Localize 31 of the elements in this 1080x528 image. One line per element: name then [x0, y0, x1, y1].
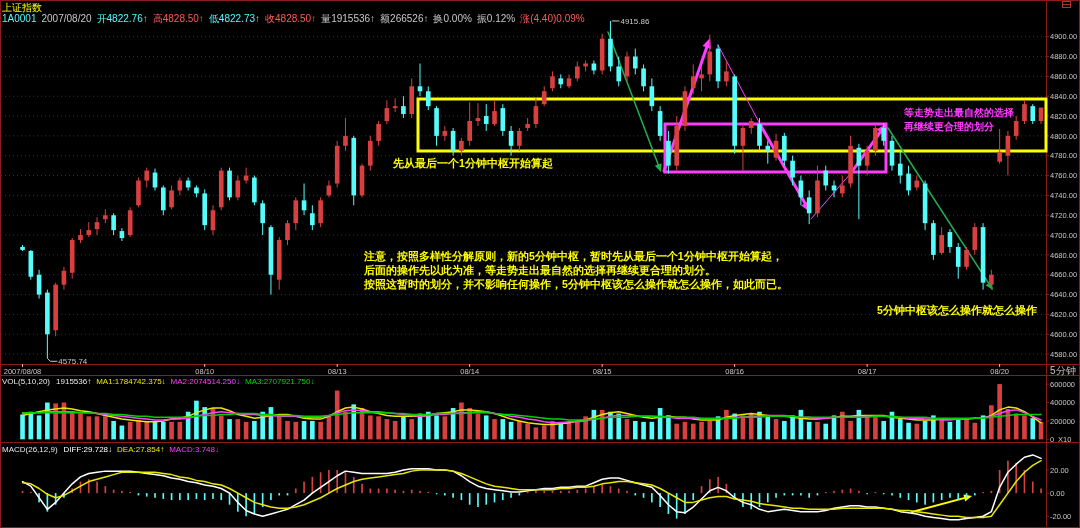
- annotation: 额266526↑: [380, 12, 429, 24]
- annotation: 再继续更合理的划分: [903, 121, 995, 132]
- annotation: 2007/08/20: [41, 12, 92, 24]
- annotation: 4915.86: [620, 16, 650, 26]
- annotation: 注意，按照多样性分解原则，新的5分钟中枢，暂时先从最后一个1分钟中枢开始算起，: [363, 250, 783, 263]
- annotation: 量1915536↑: [321, 12, 376, 24]
- chart-title: VOL(5,10,20): [2, 376, 51, 386]
- text: MA3:2707921.750↓: [244, 376, 315, 386]
- annotation: 先从最后一个1分钟中枢开始算起: [392, 157, 553, 169]
- annotation: 后面的操作先以此为准，等走势走出最自然的选择再继续更合理的划分。: [363, 264, 716, 277]
- annotation: 5分钟中枢该怎么操作就怎么操作: [877, 304, 1037, 316]
- chart-title: 上证指数: [2, 1, 42, 13]
- annotation: 4575.74: [58, 357, 88, 367]
- annotation: 涨(4.40)0.09%: [520, 12, 585, 24]
- annotation: 低4822.73↑: [208, 12, 261, 24]
- text: DEA:27.854↑: [117, 445, 165, 454]
- annotation: 1915536↑: [56, 376, 92, 386]
- text: MA2:2074514.250↓: [170, 376, 240, 386]
- annotation: 收4828.50↑: [265, 12, 317, 24]
- text: DIFF:29.728↓: [63, 445, 113, 454]
- annotation: 开4822.76↑: [96, 12, 148, 24]
- annotation: 高4828.50↑: [152, 12, 204, 24]
- annotation: 1A0001: [2, 12, 37, 24]
- annotation: 按照这暂时的划分，并不影响任何操作，5分钟中枢该怎么操作就怎么操作，如此而已。: [363, 278, 788, 291]
- annotation: 等走势走出最自然的选择: [903, 107, 1014, 118]
- annotation: 振0.12%: [476, 12, 516, 24]
- annotation: 换0.00%: [433, 12, 472, 24]
- text: MA1:1784742.375↓: [96, 376, 166, 386]
- text: 5分钟: [1050, 364, 1076, 376]
- chart-title: MACD(26,12,9): [2, 445, 58, 454]
- annotation: MACD:3.748↓: [169, 445, 219, 454]
